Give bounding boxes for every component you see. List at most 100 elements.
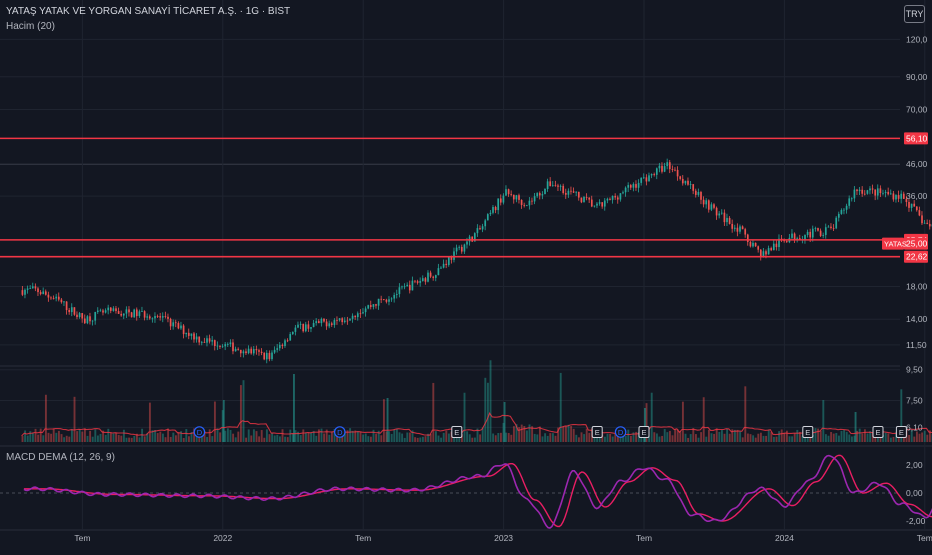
volume-bar xyxy=(729,434,731,442)
volume-bar xyxy=(573,429,575,442)
currency-button[interactable]: TRY xyxy=(904,5,925,23)
volume-bar xyxy=(165,437,167,442)
volume-bar xyxy=(672,435,674,442)
candle xyxy=(737,228,739,232)
candles[interactable] xyxy=(22,159,932,364)
candle xyxy=(328,323,330,326)
price-axis[interactable]: 120,090,0070,0046,0036,0018,0014,0011,50… xyxy=(882,34,928,526)
volume-bar xyxy=(185,429,187,442)
volume-bar xyxy=(711,433,713,442)
volume-bar xyxy=(282,429,284,442)
volume-bar xyxy=(708,430,710,442)
volume-bar xyxy=(118,435,120,442)
volume-bar xyxy=(76,431,78,442)
candle xyxy=(492,207,494,213)
candle xyxy=(864,194,866,195)
candle xyxy=(921,215,923,223)
volume-bar xyxy=(518,427,520,442)
horizontal-levels[interactable] xyxy=(0,138,900,256)
symbol-label[interactable]: YATAS xyxy=(884,240,907,249)
event-marker-label: D xyxy=(337,428,343,437)
candle xyxy=(326,322,328,327)
candle xyxy=(100,310,102,311)
candle xyxy=(165,316,167,317)
event-marker-label: D xyxy=(618,428,624,437)
candle xyxy=(643,177,645,178)
volume-bar xyxy=(391,434,393,442)
price-level-label[interactable]: 22,62 xyxy=(906,252,928,262)
candle xyxy=(690,184,692,185)
candle xyxy=(768,248,770,254)
volume-bar xyxy=(843,430,845,442)
volume-bar xyxy=(48,433,50,442)
candle xyxy=(375,304,377,306)
candle xyxy=(48,295,50,298)
volume-bar xyxy=(924,431,926,442)
volume-bar xyxy=(755,438,757,442)
volume-bar xyxy=(817,429,819,442)
price-tick-label: 11,50 xyxy=(906,340,927,350)
candle xyxy=(731,224,733,229)
volume-bar xyxy=(328,435,330,442)
candle xyxy=(289,334,291,340)
candle xyxy=(365,309,367,313)
volume-bar xyxy=(833,434,835,442)
candle xyxy=(570,191,572,192)
volume-bar xyxy=(562,426,564,442)
candle xyxy=(193,333,195,339)
price-tick-label: 36,00 xyxy=(906,191,928,201)
candle xyxy=(172,322,174,326)
price-level-label[interactable]: 56,10 xyxy=(906,133,928,143)
macd-indicator-label[interactable]: MACD DEMA (12, 26, 9) xyxy=(6,452,115,463)
volume-bar xyxy=(55,433,57,442)
candle xyxy=(115,308,117,311)
event-marker-label: E xyxy=(595,428,600,437)
candle xyxy=(669,162,671,169)
time-axis[interactable]: Tem2022Tem2023Tem2024Tem2025Tem2026Tem20… xyxy=(74,533,932,543)
candle xyxy=(131,312,133,317)
volume-bar xyxy=(726,429,728,442)
candle xyxy=(924,223,926,224)
candle xyxy=(479,228,481,229)
candle xyxy=(321,319,323,323)
candle xyxy=(617,197,619,199)
candle xyxy=(453,251,455,260)
volume-bar xyxy=(107,429,109,442)
candle xyxy=(490,213,492,214)
candle xyxy=(146,316,148,317)
event-marker-label: E xyxy=(805,428,810,437)
current-price-label[interactable]: 25,00 xyxy=(906,239,928,249)
candle xyxy=(594,206,596,207)
volume-bar xyxy=(409,433,411,442)
symbol-title[interactable]: YATAŞ YATAK VE YORGAN SANAYİ TİCARET A.Ş… xyxy=(6,6,290,17)
candle xyxy=(360,313,362,314)
volume-bar xyxy=(659,437,661,442)
candle xyxy=(542,194,544,195)
volume-bar xyxy=(45,395,47,442)
time-tick-label: 2024 xyxy=(775,533,794,543)
volume-bar xyxy=(248,429,250,442)
volume-bar xyxy=(464,393,466,442)
candle xyxy=(248,349,250,353)
volume-bar xyxy=(227,428,229,442)
volume-bar xyxy=(474,438,476,442)
time-tick-label: 2022 xyxy=(213,533,232,543)
candle xyxy=(557,185,559,186)
volume-bar xyxy=(453,438,455,442)
candle xyxy=(516,195,518,199)
volume-bar xyxy=(387,398,389,442)
volume-bar xyxy=(887,434,889,442)
volume-indicator-label[interactable]: Hacim (20) xyxy=(6,21,55,32)
price-tick-label: 7,50 xyxy=(906,396,923,406)
candle xyxy=(531,201,533,202)
volume-bar xyxy=(149,403,151,442)
candle xyxy=(627,185,629,188)
volume-bar xyxy=(120,436,122,442)
volume-bar xyxy=(666,432,668,442)
candle xyxy=(383,299,385,300)
volume-bar xyxy=(861,434,863,442)
candle xyxy=(185,333,187,334)
candle xyxy=(295,328,297,332)
candle xyxy=(144,311,146,317)
